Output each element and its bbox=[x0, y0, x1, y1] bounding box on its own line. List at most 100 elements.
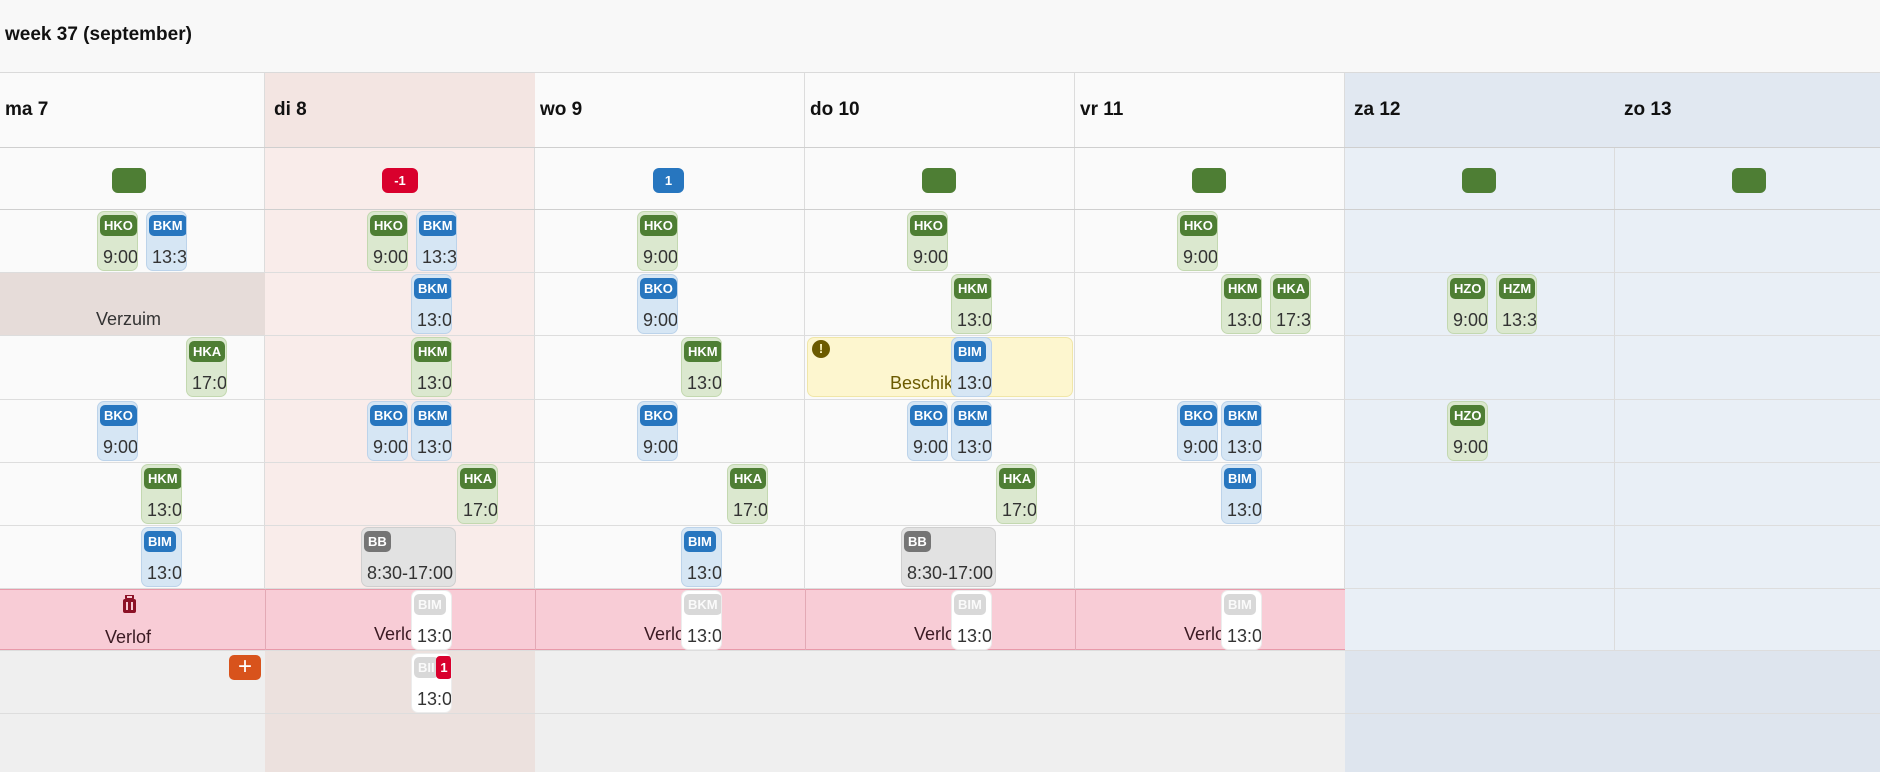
shift-card[interactable]: BIM 13:00 bbox=[951, 590, 992, 650]
booking-card[interactable]: BB 8:30-17:00 bbox=[361, 527, 456, 587]
shift-card[interactable]: HZO 9:00- bbox=[1447, 401, 1488, 461]
row-divider bbox=[0, 588, 1880, 589]
row-divider bbox=[0, 399, 1880, 400]
leave-label[interactable]: Verlo bbox=[914, 624, 956, 644]
shift-card[interactable]: BKM 13:00 bbox=[681, 590, 722, 650]
open-count-badge: 1 bbox=[436, 656, 451, 679]
shift-card[interactable]: BKO 9:00- bbox=[637, 401, 678, 461]
booking-card[interactable]: BB 8:30-17:00 bbox=[901, 527, 996, 587]
shift-card[interactable]: HZO 9:00- bbox=[1447, 274, 1488, 334]
shift-card[interactable]: BIM 13:00 bbox=[141, 527, 182, 587]
absence-bar[interactable]: Verzuim bbox=[0, 273, 265, 335]
shift-card[interactable]: BIM 13:00 bbox=[1221, 590, 1262, 650]
shift-card[interactable]: HKM 13:00 bbox=[681, 337, 722, 397]
leave-row-border bbox=[0, 649, 1345, 650]
leave-label[interactable]: Verlo bbox=[1184, 624, 1226, 644]
shift-card[interactable]: HKO 9:00- bbox=[1177, 211, 1218, 271]
shift-time: 9:00- bbox=[373, 437, 408, 457]
shift-card[interactable]: HKM 13:00 bbox=[141, 464, 182, 524]
shift-code: BKM bbox=[1224, 405, 1261, 426]
shift-card[interactable]: HKO 9:00- bbox=[637, 211, 678, 271]
shift-card[interactable]: BKM 13:00 bbox=[411, 274, 452, 334]
row-divider bbox=[0, 209, 1880, 210]
shift-card[interactable]: HZM 13:3 bbox=[1496, 274, 1537, 334]
availability-bar[interactable]: ! Beschik bbox=[807, 337, 1073, 397]
shift-time: 17:3 bbox=[1276, 310, 1311, 330]
shift-time: 13:00 bbox=[1227, 310, 1262, 330]
shift-code: BIM bbox=[144, 531, 176, 552]
shift-time: 9:00- bbox=[1453, 310, 1488, 330]
day-label: za 12 bbox=[1354, 99, 1401, 120]
day-label: ma 7 bbox=[5, 99, 49, 120]
shift-card[interactable]: BKO 9:00- bbox=[1177, 401, 1218, 461]
shift-card[interactable]: HKA 17:00 bbox=[996, 464, 1037, 524]
shift-code: HKO bbox=[640, 215, 677, 236]
day-count-badge[interactable]: 1 bbox=[653, 168, 684, 193]
shift-time: 17:00 bbox=[1002, 500, 1037, 520]
day-count-badge[interactable] bbox=[922, 168, 956, 193]
open-shift-card[interactable]: BII 13:00 1 bbox=[411, 653, 452, 713]
shift-card[interactable]: BIM 13:00 bbox=[1221, 464, 1262, 524]
shift-card[interactable]: HKA 17:00 bbox=[186, 337, 227, 397]
shift-card[interactable]: HKO 9:00- bbox=[367, 211, 408, 271]
day-label: vr 11 bbox=[1080, 99, 1124, 120]
shift-code: BKO bbox=[640, 405, 677, 426]
day-label: do 10 bbox=[810, 99, 860, 120]
day-count-badge[interactable]: -1 bbox=[382, 168, 418, 193]
shift-card[interactable]: BKM 13:00 bbox=[1221, 401, 1262, 461]
shift-card[interactable]: BIM 13:00 bbox=[681, 527, 722, 587]
leave-label[interactable]: Verlof bbox=[105, 627, 152, 647]
day-count-badge[interactable] bbox=[112, 168, 146, 193]
shift-card[interactable]: HKM 13:00 bbox=[1221, 274, 1262, 334]
shift-card[interactable]: BKM 13:00 bbox=[411, 401, 452, 461]
shift-time: 13:00 bbox=[957, 310, 992, 330]
shift-code: BIM bbox=[954, 341, 986, 362]
shift-code: HKO bbox=[1180, 215, 1217, 236]
shift-card[interactable]: HKA 17:00 bbox=[457, 464, 498, 524]
shift-card[interactable]: HKM 13:00 bbox=[951, 274, 992, 334]
shift-card[interactable]: BIM 13:00 bbox=[411, 590, 452, 650]
open-shifts-area-weekend bbox=[1345, 650, 1880, 772]
shift-card[interactable]: BKO 9:00- bbox=[907, 401, 948, 461]
shift-code: BIM bbox=[684, 531, 716, 552]
shift-time: 9:00- bbox=[103, 247, 138, 267]
shift-card[interactable]: BKO 9:00- bbox=[637, 274, 678, 334]
leave-label[interactable]: Verlo bbox=[374, 624, 416, 644]
plus-icon[interactable]: + bbox=[229, 655, 261, 680]
shift-card[interactable]: BIM 13:00 bbox=[951, 337, 992, 397]
shift-card[interactable]: HKO 9:00- bbox=[907, 211, 948, 271]
shift-time: 13:3 bbox=[1502, 310, 1537, 330]
shift-card[interactable]: HKM 13:00 bbox=[411, 337, 452, 397]
shift-card[interactable]: BKO 9:00- bbox=[97, 401, 138, 461]
shift-code: BIM bbox=[1224, 594, 1256, 615]
shift-time: 13:00 bbox=[147, 563, 182, 583]
shift-card[interactable]: HKA 17:00 bbox=[727, 464, 768, 524]
leave-label[interactable]: Verlo bbox=[644, 624, 686, 644]
shift-code: BKM bbox=[684, 594, 721, 615]
shift-code: HKM bbox=[954, 278, 991, 299]
shift-card[interactable]: BKM 13:3 bbox=[146, 211, 187, 271]
shift-card[interactable]: HKO 9:00- bbox=[97, 211, 138, 271]
shift-time: 9:00- bbox=[913, 247, 948, 267]
shift-code: BKO bbox=[640, 278, 677, 299]
shift-card[interactable]: BKM 13:00 bbox=[951, 401, 992, 461]
col-divider bbox=[265, 589, 266, 650]
shift-code: HKO bbox=[370, 215, 407, 236]
day-count-badge[interactable] bbox=[1462, 168, 1496, 193]
luggage-icon bbox=[123, 595, 136, 613]
shift-card[interactable]: BKO 9:00- bbox=[367, 401, 408, 461]
availability-label: Beschik bbox=[890, 373, 954, 393]
header-band-tue bbox=[265, 73, 535, 147]
shift-code: HZM bbox=[1499, 278, 1536, 299]
shift-code: BB bbox=[364, 531, 391, 552]
day-count-badge[interactable] bbox=[1192, 168, 1226, 193]
shift-card[interactable]: HKA 17:3 bbox=[1270, 274, 1311, 334]
week-header: week 37 (september) bbox=[0, 0, 1880, 73]
shift-card[interactable]: BKM 13:3 bbox=[416, 211, 457, 271]
absence-label: Verzuim bbox=[96, 309, 162, 329]
day-count-badge[interactable] bbox=[1732, 168, 1766, 193]
shift-code: HKA bbox=[730, 468, 767, 489]
shift-time: 9:00- bbox=[643, 437, 678, 457]
shift-time: 9:00- bbox=[913, 437, 948, 457]
shift-code: BKM bbox=[149, 215, 186, 236]
